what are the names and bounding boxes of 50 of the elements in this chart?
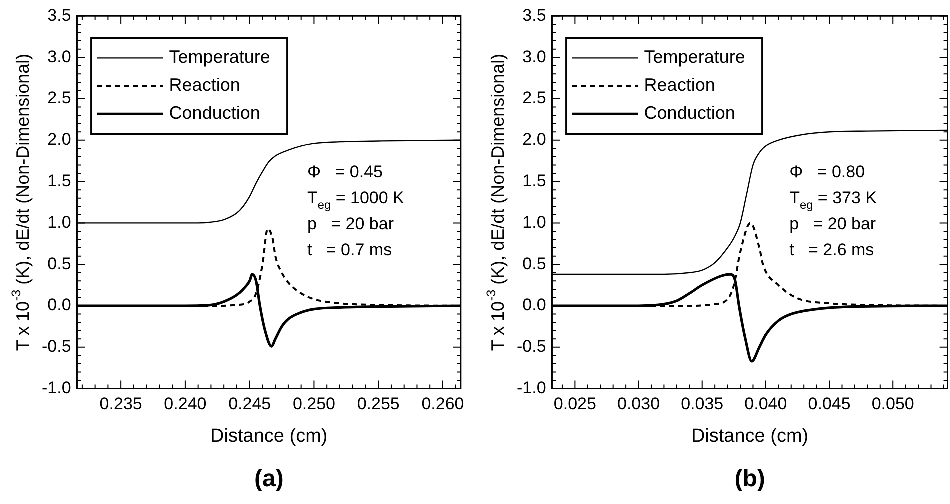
text: (a) xyxy=(254,466,284,493)
annotation: Φ = 0.80 xyxy=(790,162,866,182)
y-tick-label: 0.0 xyxy=(522,296,546,315)
y-tick-label: -0.5 xyxy=(42,337,72,356)
y-tick-label: 1.5 xyxy=(522,171,546,190)
y-tick-label: 1.5 xyxy=(48,171,72,190)
y-tick-label: 0.0 xyxy=(48,296,72,315)
y-tick-label: 3.0 xyxy=(522,47,546,66)
x-tick-label: 0.050 xyxy=(872,394,914,414)
text: (b) xyxy=(734,466,766,493)
x-tick-label: 0.250 xyxy=(292,394,336,414)
legend-label: Temperature xyxy=(644,47,746,68)
annotation: p = 20 bar xyxy=(308,214,394,234)
y-tick-label: 0.5 xyxy=(522,254,546,274)
annotation: Φ = 0.45 xyxy=(308,162,383,182)
legend-label: Temperature xyxy=(169,47,270,68)
y-axis-title: T x 10-3 (K), dE/dt (Non-Dimensional) xyxy=(484,54,508,352)
legend-label: Reaction xyxy=(644,75,716,96)
x-tick-label: 0.240 xyxy=(164,394,207,414)
x-tick-label: 0.035 xyxy=(681,394,724,414)
annotation: t = 2.6 ms xyxy=(790,240,874,260)
legend-label: Reaction xyxy=(169,75,240,96)
x-tick-label: 0.255 xyxy=(357,394,400,414)
x-axis-title: Distance (cm) xyxy=(210,426,328,447)
y-tick-label: -0.5 xyxy=(516,337,546,356)
x-tick-label: 0.245 xyxy=(228,394,272,414)
y-tick-label: -1.0 xyxy=(516,378,546,398)
x-tick-label: 0.030 xyxy=(617,394,660,414)
legend-label: Conduction xyxy=(644,103,736,124)
x-axis-title: Distance (cm) xyxy=(691,426,809,447)
x-tick-label: 0.260 xyxy=(422,394,464,414)
legend-label: Conduction xyxy=(169,103,260,124)
x-tick-label: 0.235 xyxy=(100,394,142,414)
y-axis-title: T x 10-3 (K), dE/dt (Non-Dimensional) xyxy=(9,54,33,352)
x-tick-label: 0.040 xyxy=(744,394,788,414)
y-tick-label: 1.0 xyxy=(48,212,72,232)
x-tick-label: 0.045 xyxy=(808,394,851,414)
y-tick-label: 3.5 xyxy=(522,6,546,25)
y-tick-label: 1.0 xyxy=(522,212,546,232)
y-tick-label: 2.0 xyxy=(522,130,546,150)
y-tick-label: 2.5 xyxy=(48,88,72,108)
y-tick-label: 2.5 xyxy=(522,88,546,108)
y-tick-label: -1.0 xyxy=(42,378,72,398)
y-tick-label: 2.0 xyxy=(48,130,72,150)
annotation: t = 0.7 ms xyxy=(308,240,392,260)
y-tick-label: 3.5 xyxy=(48,6,72,25)
annotation: p = 20 bar xyxy=(790,214,876,234)
y-tick-label: 0.5 xyxy=(48,254,72,274)
y-tick-label: 3.0 xyxy=(48,47,72,66)
x-tick-label: 0.025 xyxy=(554,394,596,414)
